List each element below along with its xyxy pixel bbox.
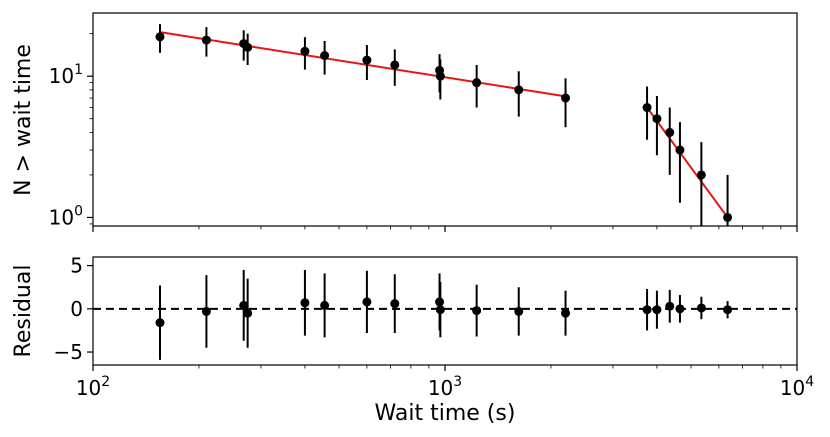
top-data-point — [390, 60, 400, 70]
top-data-point — [472, 78, 482, 88]
top-data-point — [243, 42, 253, 52]
top-data-point — [300, 46, 310, 56]
bottom-y-tick-label: −5 — [54, 340, 83, 364]
top-data-point — [514, 85, 524, 95]
top-data-point — [155, 32, 165, 42]
top-data-point — [362, 55, 372, 65]
residual-point — [514, 306, 524, 316]
top-data-point — [561, 93, 571, 103]
top-data-point — [320, 51, 330, 61]
x-tick-label-base: 10 — [780, 376, 805, 400]
residual-point — [320, 300, 330, 310]
top-data-point — [675, 145, 685, 155]
fit-line-segment-1 — [159, 31, 566, 98]
residual-point — [239, 300, 249, 310]
top-points — [155, 32, 733, 222]
residual-point — [696, 303, 706, 313]
top-data-point — [201, 35, 211, 45]
top-data-point — [652, 114, 662, 124]
x-tick-label: 102 — [76, 374, 110, 400]
bottom-y-tick-label: 0 — [70, 297, 83, 321]
top-plot-frame — [92, 12, 798, 227]
residual-point — [435, 305, 445, 315]
top-fit-lines — [159, 31, 729, 219]
residual-point — [723, 305, 733, 315]
top-y-tick-label: 101 — [49, 62, 83, 88]
bottom-y-tick-label: 5 — [70, 254, 83, 278]
bottom-y-axis-label: Residual — [11, 265, 36, 358]
residual-point — [642, 305, 652, 315]
top-y-axis-label: N > wait time — [11, 44, 36, 196]
x-tick-label-exponent: 4 — [805, 374, 814, 390]
x-tick-label: 103 — [428, 374, 462, 400]
residual-point — [155, 318, 165, 328]
top-y-tick-label: 100 — [49, 203, 83, 229]
residual-point — [561, 308, 571, 318]
top-data-point — [723, 212, 733, 222]
residual-point — [675, 304, 685, 314]
residual-point — [665, 301, 675, 311]
residual-point — [435, 297, 445, 307]
top-y-tick-label-exponent: 0 — [74, 203, 83, 219]
top-error-bars — [158, 24, 729, 226]
top-y-tick-label-exponent: 1 — [74, 62, 83, 78]
residual-point — [243, 308, 253, 318]
top-y-tick-label-base: 10 — [49, 205, 74, 229]
x-tick-label-exponent: 3 — [453, 374, 462, 390]
x-tick-label-base: 10 — [428, 376, 453, 400]
top-data-point — [665, 127, 675, 137]
fit-line-segment-2 — [646, 106, 729, 219]
residual-point — [362, 297, 372, 307]
x-axis-label: Wait time (s) — [375, 401, 516, 426]
residual-point — [652, 305, 662, 315]
residual-point — [201, 306, 211, 316]
bottom-plot-frame — [92, 256, 798, 366]
top-data-point — [642, 103, 652, 113]
bottom-points — [155, 297, 733, 328]
x-tick-label-exponent: 2 — [101, 374, 110, 390]
x-tick-label: 104 — [780, 374, 814, 400]
residual-point — [472, 306, 482, 316]
x-tick-label-base: 10 — [76, 376, 101, 400]
top-y-tick-label-base: 10 — [49, 64, 74, 88]
top-data-point — [435, 71, 445, 81]
residual-point — [300, 298, 310, 308]
residual-point — [390, 299, 400, 309]
top-data-point — [696, 170, 706, 180]
